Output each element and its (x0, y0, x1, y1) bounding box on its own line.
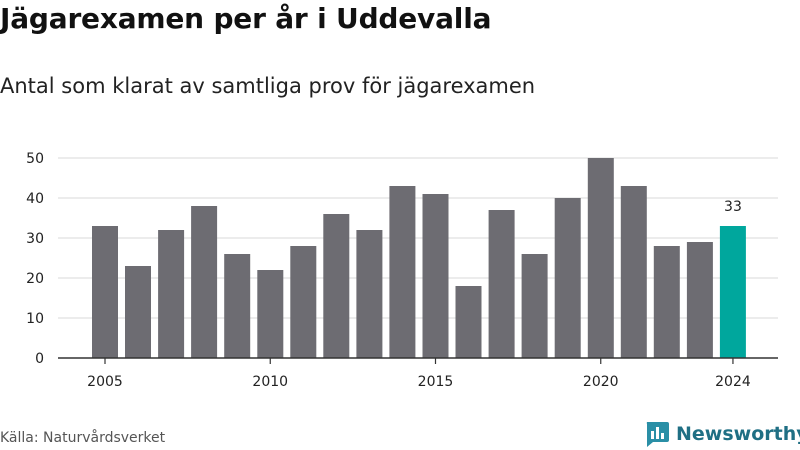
bar-2016 (455, 286, 482, 358)
brand-name: Newsworthy (676, 423, 800, 445)
axes (58, 357, 778, 364)
bar-2011 (290, 246, 317, 358)
bar-2019 (554, 198, 581, 358)
newsworthy-logo-icon (646, 422, 669, 447)
bar-2007 (158, 230, 185, 358)
bars (92, 158, 746, 358)
labels: 0 10 20 30 40 50 2005 2010 2015 2020 2024 33 (26, 151, 751, 390)
bar-2015 (422, 194, 449, 358)
bar-2021 (620, 186, 647, 358)
data-label: 33 (724, 199, 742, 215)
bar-2020 (587, 158, 614, 358)
source-note: Källa: Naturvårdsverket (0, 430, 166, 446)
x-tick-label: 2005 (87, 374, 123, 390)
bar-2008 (191, 206, 218, 358)
bar-2013 (356, 230, 383, 358)
bar-2010 (257, 270, 284, 358)
bar-2012 (323, 214, 350, 358)
x-tick-label: 2015 (418, 374, 454, 390)
y-tick-label: 10 (26, 311, 44, 327)
bar-chart: 0 10 20 30 40 50 2005 2010 2015 2020 2024 33 (26, 151, 778, 390)
chart-title: Jägarexamen per år i Uddevalla (0, 2, 492, 35)
y-tick-label: 20 (26, 271, 44, 287)
bar-2009 (224, 254, 251, 358)
y-tick-label: 0 (35, 351, 44, 367)
bar-2018 (521, 254, 548, 358)
bar-2023 (686, 242, 713, 358)
chart-subtitle: Antal som klarat av samtliga prov för jä… (0, 74, 536, 98)
x-tick-label: 2010 (252, 374, 288, 390)
bar-2005 (92, 226, 118, 358)
bar-2022 (653, 246, 680, 358)
brand-logo: Newsworthy (644, 420, 800, 448)
bar-2006 (125, 266, 151, 358)
y-tick-label: 50 (26, 151, 44, 167)
x-tick-label: 2024 (715, 374, 751, 390)
bar-2024 (719, 226, 746, 358)
y-tick-label: 40 (26, 191, 44, 207)
bar-2017 (488, 210, 515, 358)
bar-2014 (389, 186, 416, 358)
x-tick-label: 2020 (583, 374, 619, 390)
y-tick-label: 30 (26, 231, 44, 247)
